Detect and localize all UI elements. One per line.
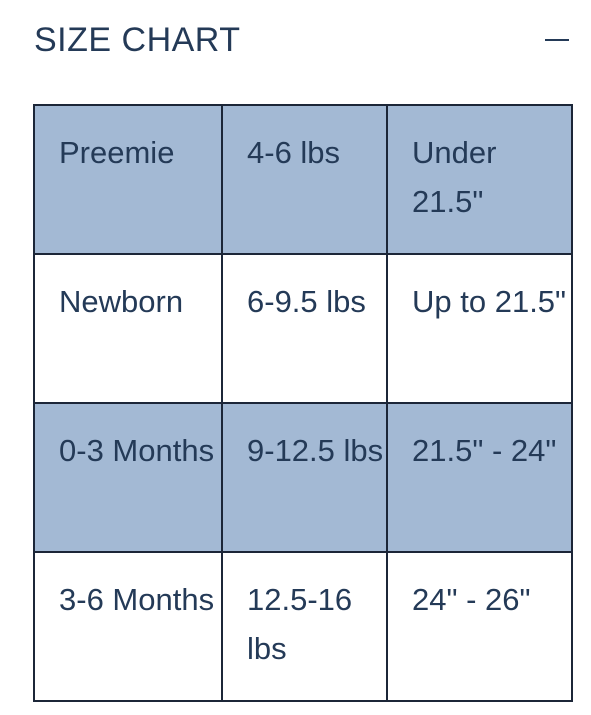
size-label-cell: 3-6 Months: [33, 551, 223, 702]
weight-cell: 9-12.5 lbs: [221, 402, 388, 553]
size-chart-table: Preemie 4-6 lbs Under 21.5" Newborn 6-9.…: [33, 104, 573, 702]
table-row: 3-6 Months 12.5-16 lbs 24" - 26": [33, 551, 573, 702]
size-label-cell: Preemie: [33, 104, 223, 255]
minus-icon: [545, 39, 569, 41]
size-label-cell: 0-3 Months: [33, 402, 223, 553]
table-row: 0-3 Months 9-12.5 lbs 21.5" - 24": [33, 402, 573, 553]
size-chart-title: SIZE CHART: [34, 21, 241, 59]
weight-cell: 6-9.5 lbs: [221, 253, 388, 404]
length-cell: Up to 21.5": [386, 253, 573, 404]
length-cell: Under 21.5": [386, 104, 573, 255]
table-row: Preemie 4-6 lbs Under 21.5": [33, 104, 573, 255]
table-row: Newborn 6-9.5 lbs Up to 21.5": [33, 253, 573, 404]
size-chart-header[interactable]: SIZE CHART: [0, 0, 591, 80]
weight-cell: 12.5-16 lbs: [221, 551, 388, 702]
length-cell: 21.5" - 24": [386, 402, 573, 553]
weight-cell: 4-6 lbs: [221, 104, 388, 255]
collapse-toggle-button[interactable]: [537, 30, 571, 50]
length-cell: 24" - 26": [386, 551, 573, 702]
size-label-cell: Newborn: [33, 253, 223, 404]
